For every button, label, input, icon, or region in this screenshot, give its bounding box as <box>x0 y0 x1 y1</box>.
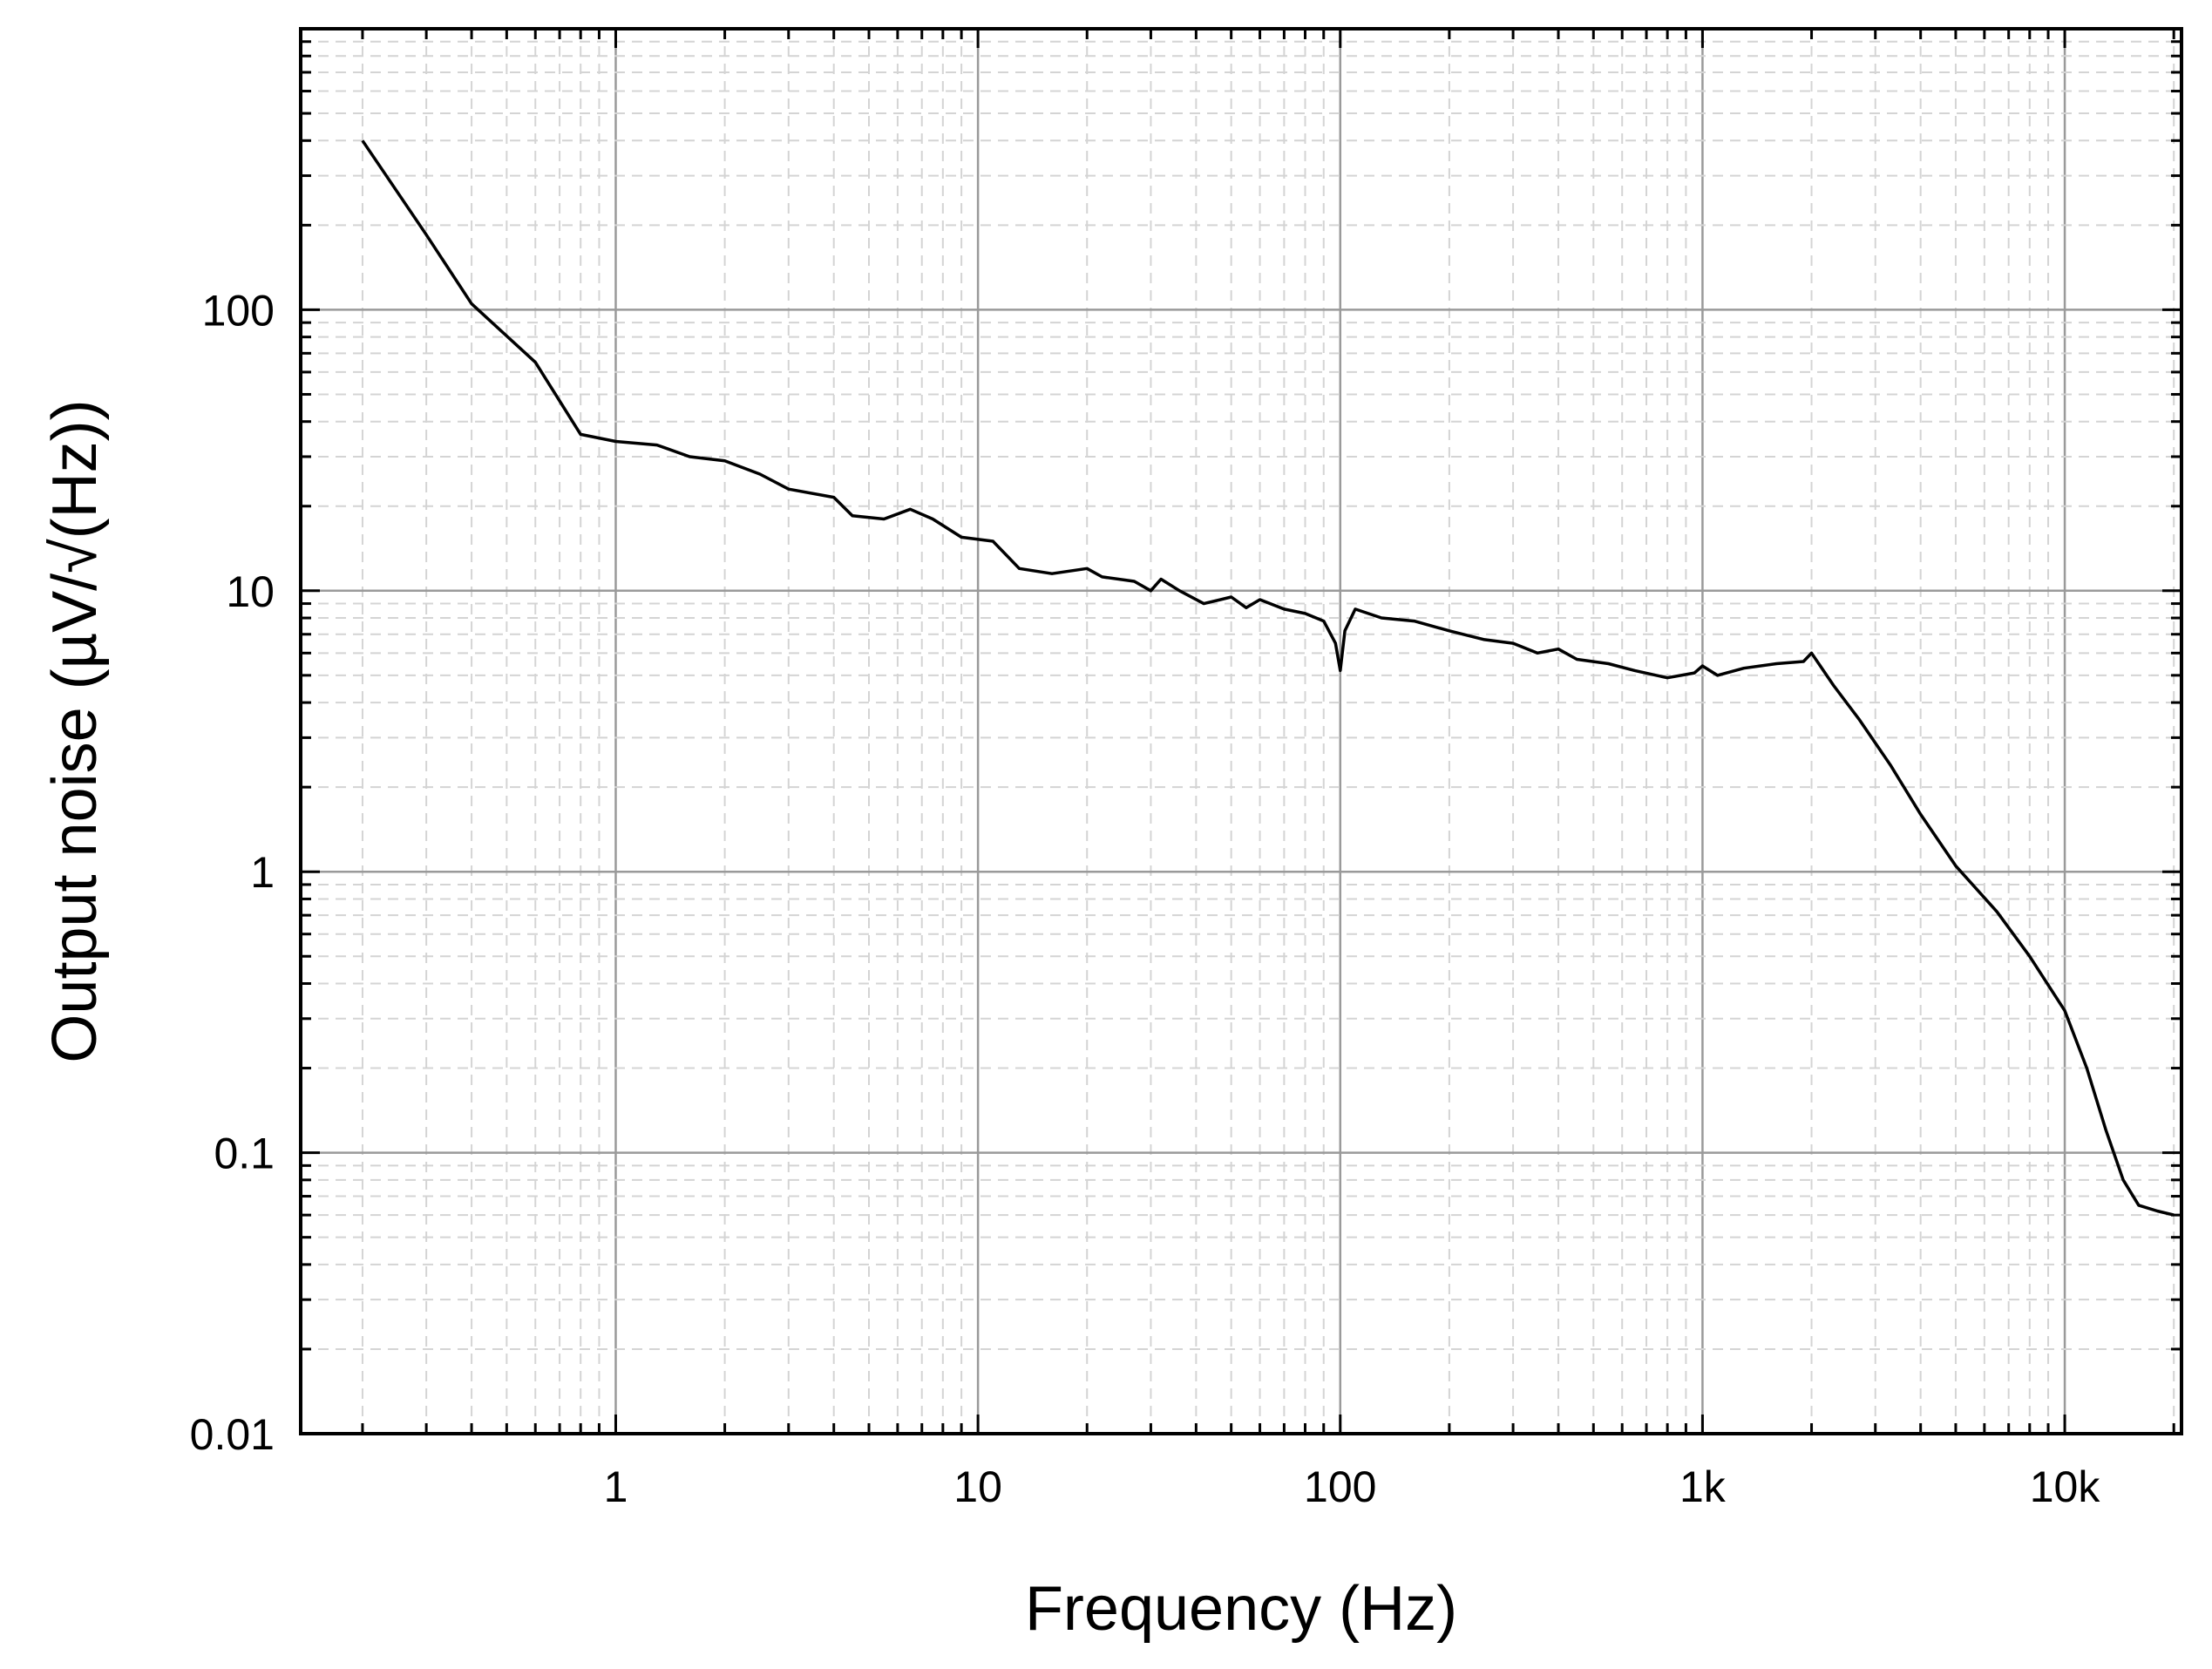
y-tick-label: 10 <box>226 567 275 616</box>
y-tick-labels: 0.01 0.1 1 10 100 <box>190 286 275 1459</box>
series-line <box>361 139 2175 1217</box>
x-tick-label: 1 <box>604 1462 628 1511</box>
x-tick-label: 10k <box>2030 1462 2101 1511</box>
y-axis-title: Output noise (µV/√(Hz)) <box>40 399 110 1062</box>
x-axis-title: Frequency (Hz) <box>1025 1574 1457 1644</box>
x-tick-label: 1k <box>1679 1462 1727 1511</box>
x-tick-label: 100 <box>1304 1462 1376 1511</box>
y-tick-label: 0.01 <box>190 1410 275 1459</box>
y-tick-label: 100 <box>202 286 275 335</box>
plot-frame <box>299 27 2183 1435</box>
axis-ticks <box>301 27 2181 1435</box>
x-tick-label: 10 <box>953 1462 1002 1511</box>
y-tick-label: 1 <box>250 848 275 897</box>
grid-lines <box>301 27 2181 1435</box>
data-layer <box>361 139 2175 1217</box>
y-tick-label: 0.1 <box>214 1130 275 1178</box>
x-tick-labels: 1 10 100 1k 10k <box>604 1462 2101 1511</box>
